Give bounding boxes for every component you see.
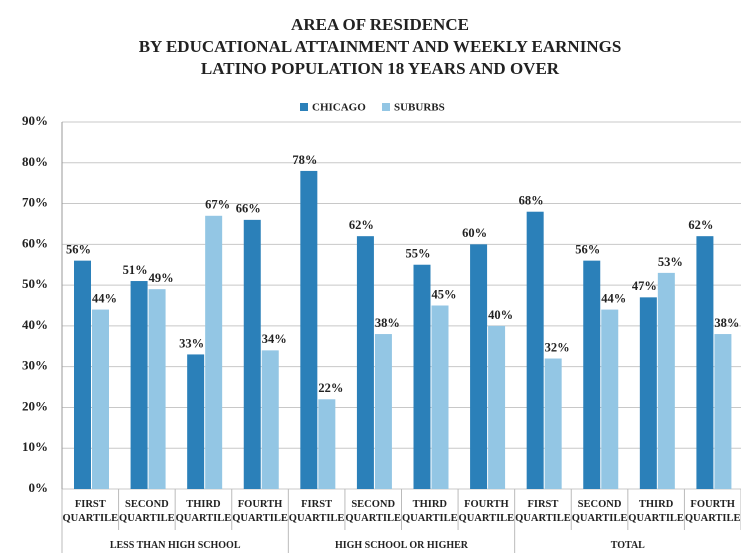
bar [74,260,91,489]
data-label: 67% [205,198,230,212]
x-tick-label: FOURTH QUARTILE [684,499,741,524]
bar [544,358,562,489]
y-tick-label: 30% [22,358,48,373]
data-label: 56% [575,243,600,257]
bar [470,244,488,489]
y-tick-label: 50% [22,276,48,291]
data-label: 62% [349,218,374,232]
bar [714,334,732,489]
x-tick-label: FIRST QUARTILE [288,499,345,524]
x-tick-label: SECOND QUARTILE [345,499,402,524]
group-label: HIGH SCHOOL OR HIGHER [334,540,469,551]
data-label: 66% [236,202,261,216]
data-label: 62% [688,218,713,232]
chart-subtitle: LATINO POPULATION 18 YEARS AND OVER [201,59,560,78]
y-tick-label: 40% [22,317,48,332]
chart-subtitle: BY EDUCATIONAL ATTAINMENT AND WEEKLY EAR… [139,37,622,56]
legend-swatch [300,103,308,111]
group-label: LESS THAN HIGH SCHOOL [109,540,241,551]
y-tick-label: 10% [22,439,48,454]
bar [601,309,619,489]
x-tick-label: FIRST QUARTILE [515,499,571,524]
data-label: 68% [519,194,544,208]
y-tick-label: 70% [22,195,48,210]
bar [356,236,374,489]
data-label: 47% [632,279,657,293]
x-tick-label: THIRD QUARTILE [401,499,458,524]
data-label: 44% [92,291,117,305]
data-label: 45% [432,287,457,301]
data-label: 38% [714,316,739,330]
data-label: 22% [318,381,343,395]
bar [413,264,431,489]
legend-swatch [382,103,390,111]
bar [92,309,109,489]
data-label: 34% [262,332,287,346]
data-label: 49% [149,271,174,285]
x-tick-label: THIRD QUARTILE [628,499,684,524]
y-tick-label: 20% [22,398,48,413]
x-tick-label: SECOND QUARTILE [119,499,175,524]
bar [261,350,279,489]
data-label: 33% [179,336,204,350]
bar [488,325,506,489]
bar [583,260,601,489]
x-tick-label: THIRD QUARTILE [175,499,232,524]
bar [205,215,223,490]
bar [187,354,205,489]
data-label: 60% [462,226,487,240]
data-label: 51% [123,263,148,277]
x-tick-label: FOURTH QUARTILE [458,499,515,524]
bar [696,236,714,489]
data-label: 38% [375,316,400,330]
chart-title: AREA OF RESIDENCE [291,15,469,34]
y-tick-label: 80% [22,154,48,169]
bar [300,170,318,489]
y-tick-label: 0% [29,480,49,495]
bar [374,334,392,489]
y-tick-label: 60% [22,235,48,250]
data-label: 53% [658,255,683,269]
x-tick-label: SECOND QUARTILE [571,499,628,524]
bar [243,219,261,489]
legend-label: SUBURBS [394,102,445,114]
data-label: 44% [601,291,626,305]
bar [639,297,657,489]
data-label: 78% [292,153,317,167]
data-label: 40% [488,308,513,322]
bar [431,305,449,489]
x-tick-label: FIRST QUARTILE [62,499,119,524]
data-label: 55% [406,247,431,261]
bar [657,272,675,489]
bar [130,281,148,489]
data-label: 56% [66,243,91,257]
bar [318,399,336,489]
bar [526,211,544,489]
legend-label: CHICAGO [312,102,366,114]
group-label: TOTAL [610,540,645,551]
bar [148,289,166,489]
y-tick-label: 90% [22,113,48,128]
data-label: 32% [545,340,570,354]
x-tick-label: FOURTH QUARTILE [232,499,288,524]
